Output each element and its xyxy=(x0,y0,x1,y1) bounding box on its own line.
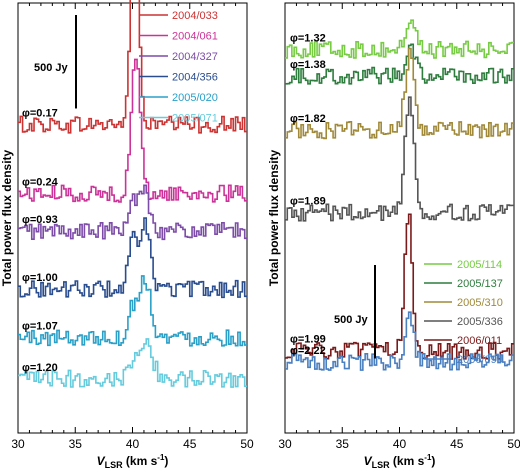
phase-label: φ=1.82 xyxy=(290,113,326,125)
x-tick-label: 45 xyxy=(183,437,197,451)
legend-entry-2005-336: 2005/336 xyxy=(457,316,503,328)
phase-label: φ=2.22 xyxy=(290,345,326,357)
x-axis-title: VLSR (km s-1) xyxy=(364,453,436,470)
x-axis-title: VLSR (km s-1) xyxy=(97,453,169,470)
x-tick-label: 40 xyxy=(393,437,407,451)
phase-label: φ=1.07 xyxy=(22,321,58,333)
phase-label: φ=1.89 xyxy=(290,195,326,207)
x-tick-label: 35 xyxy=(69,437,83,451)
phase-label: φ=1.99 xyxy=(290,334,326,346)
spectrum-line-2004-061 xyxy=(18,58,247,203)
legend-entry-2004-061: 2004/061 xyxy=(172,31,218,43)
phase-label: φ=0.24 xyxy=(22,177,59,189)
legend-entry-2004-327: 2004/327 xyxy=(172,51,218,63)
spectrum-line-2006-011 xyxy=(285,213,514,360)
x-tick-label: 45 xyxy=(450,437,464,451)
legend-entry-2006-011: 2006/011 xyxy=(457,335,502,347)
legend-entry-2004-356: 2004/356 xyxy=(172,72,218,84)
legend-entry-2005-137: 2005/137 xyxy=(457,278,503,290)
spectrum-line-2005-310 xyxy=(285,47,514,140)
legend-entry-2006-099: 2006/099 xyxy=(457,354,503,366)
spectrum-line-2004-356 xyxy=(18,217,247,299)
phase-label: φ=0.93 xyxy=(22,214,58,226)
panel-right: 30 35 40 45 50 VLSR (km s-1) Total power flux … xyxy=(267,2,520,470)
y-axis-title: Total power flux density xyxy=(267,149,281,286)
spectrum-line-2005-114 xyxy=(285,19,514,59)
x-tick-label: 40 xyxy=(126,437,140,451)
spectrum-line-2004-033 xyxy=(18,0,247,134)
phase-label: φ=1.20 xyxy=(22,362,58,374)
legend-entry-2005-020: 2005/020 xyxy=(172,92,218,104)
x-tick-label: 30 xyxy=(278,437,292,451)
phase-label: φ=1.38 xyxy=(290,59,326,71)
y-axis-title: Total power flux density xyxy=(0,149,14,286)
spectrum-line-2005-137 xyxy=(285,43,514,85)
scale-bar-label: 500 Jy xyxy=(334,314,369,326)
spectrum-line-2005-336 xyxy=(285,96,514,222)
x-tick-label: 50 xyxy=(240,437,254,451)
spectrum-line-2005-071 xyxy=(18,338,247,388)
spectrum-line-2004-327 xyxy=(18,184,247,241)
x-tick-label: 30 xyxy=(11,437,25,451)
phase-label: φ=1.00 xyxy=(22,272,58,284)
x-tick-label: 35 xyxy=(336,437,350,451)
phase-label: φ=1.32 xyxy=(290,33,326,45)
legend-entry-2005-071: 2005/071 xyxy=(172,113,218,125)
panel-left: 30 35 40 45 50 VLSR (km s-1) Total power flux … xyxy=(0,0,254,470)
legend-entry-2004-033: 2004/033 xyxy=(172,10,218,22)
legend-entry-2005-310: 2005/310 xyxy=(457,297,503,309)
scale-bar-label: 500 Jy xyxy=(34,62,69,74)
legend-entry-2005-114: 2005/114 xyxy=(457,259,502,271)
spectrum-line-2005-020 xyxy=(18,275,247,347)
spectrum-line-2006-099 xyxy=(285,311,514,371)
phase-label: φ=0.17 xyxy=(22,108,58,120)
x-tick-label: 50 xyxy=(507,437,520,451)
